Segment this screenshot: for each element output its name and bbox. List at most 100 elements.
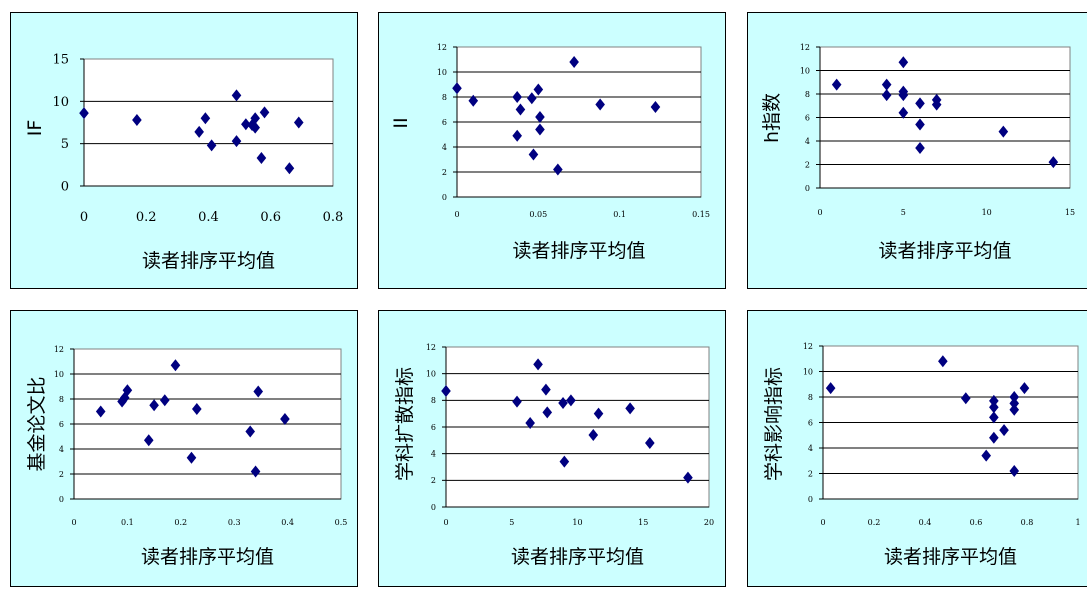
x-tick-label: 0.4 [919,518,932,527]
x-axis-title: 读者排序平均值 [884,546,1017,568]
x-axis-title: 读者排序平均值 [511,546,644,568]
x-axis-title: 读者排序平均值 [142,250,275,272]
chart-panel-diffusion: 0 2 4 6 8 10 12 0 5 10 15 20 读者排序平均值 学科扩散指标 [378,310,726,587]
y-axis-title: 基金论文比 [26,376,48,471]
y-tick-label: 10 [52,95,69,110]
data-point [981,449,991,462]
data-point [566,394,576,407]
x-axis-title: 读者排序平均值 [878,240,1011,262]
y-tick-label: 0 [805,184,810,193]
data-point [192,403,202,415]
y-tick-label: 0 [808,495,813,504]
data-point [535,123,545,136]
data-point [525,417,535,429]
data-point [515,103,526,116]
y-tick-label: 6 [59,420,64,429]
x-tick-label: 0.2 [136,210,157,225]
data-point [293,116,304,129]
data-point [132,113,142,126]
chart-panel-fund-ratio: 0 2 4 6 8 10 12 0 0.1 0.2 0.3 0.4 0.5 读者排序平均值 基金论文比 [10,310,358,587]
chart-svg-diffusion: 0 2 4 6 8 10 12 0 5 10 15 20 读者排序平均值 学科扩散指标 [394,343,714,568]
data-point [825,382,836,395]
x-tick-label: 0.2 [174,518,187,527]
data-point [593,407,604,420]
data-point [95,405,106,418]
data-point [998,125,1009,138]
data-point [938,355,948,368]
y-tick-label: 0 [61,180,69,195]
data-point [535,111,545,123]
chart-panel-ii: 0 2 4 6 8 10 12 0 0.05 0.1 0.15 读者排序平均值 II [378,12,726,289]
data-point [250,112,260,125]
chart-panel-h-index: 0 2 4 6 8 10 12 0 5 10 15 读者排序平均值 h指数 [747,12,1087,289]
y-tick-label: 8 [805,90,810,99]
y-tick-label: 8 [442,93,447,102]
data-point [595,98,605,111]
x-axis-title: 读者排序平均值 [141,546,274,568]
x-tick-label: 0.4 [198,210,219,225]
x-tick-label: 0.8 [1021,518,1034,527]
x-tick-label: 0.3 [228,518,241,527]
data-point [284,162,295,175]
y-tick-label: 5 [61,137,69,152]
x-axis-title: 读者排序平均值 [512,240,645,262]
y-axis-title: II [390,117,412,128]
x-tick-label: 5 [901,208,906,217]
data-point [253,385,264,398]
y-axis-title: 学科影响指标 [763,367,785,481]
data-point [558,397,568,409]
data-point [170,359,181,372]
x-tick-label: 15 [638,518,648,527]
data-point [186,451,197,464]
y-tick-label: 8 [808,393,813,402]
chart-panel-influence: 0 2 4 6 8 10 12 0 0.2 0.4 0.6 0.8 1 读者排序平均值 学科影响指标 [747,310,1087,587]
data-point [625,402,635,415]
data-point [931,98,942,111]
data-point [528,148,539,161]
data-point [259,106,270,119]
x-tick-label: 15 [1065,208,1075,217]
data-point [231,89,242,102]
data-point [989,401,999,414]
x-tick-label: 0 [820,518,825,527]
y-tick-label: 2 [808,469,813,478]
y-tick-label: 2 [805,160,810,169]
x-tick-label: 0.1 [613,210,626,219]
data-point [206,139,217,152]
data-point [512,129,522,142]
y-tick-label: 4 [442,143,447,152]
data-point [468,94,479,107]
y-tick-label: 12 [426,343,436,352]
y-tick-label: 0 [431,503,436,512]
chart-svg-fund-ratio: 0 2 4 6 8 10 12 0 0.1 0.2 0.3 0.4 0.5 读者排序平均值 基金论文比 [26,345,347,568]
y-tick-label: 15 [52,53,69,68]
x-tick-label: 0.4 [281,518,294,527]
data-point [247,119,257,132]
x-tick-label: 0.2 [868,518,881,527]
data-point [159,394,170,407]
data-point [452,82,462,95]
data-point [831,78,842,91]
data-point [553,163,563,176]
y-tick-label: 8 [431,396,436,405]
data-point [588,429,599,441]
x-tick-label: 0.6 [260,210,281,225]
y-axis-title: 学科扩散指标 [394,367,416,481]
y-tick-label: 2 [431,476,436,485]
y-tick-label: 4 [59,445,64,454]
data-point [898,56,909,69]
data-point [541,383,551,396]
data-point [256,152,267,165]
data-point [1048,156,1059,169]
data-point [881,78,892,91]
data-point [989,431,999,444]
y-axis-title: h指数 [761,93,783,143]
x-tick-label: 0.15 [692,210,710,219]
y-tick-label: 4 [431,449,436,458]
y-tick-label: 12 [803,342,813,351]
y-axis-title: IF [24,120,46,137]
x-tick-label: 0.6 [970,518,983,527]
data-point [245,425,256,438]
chart-svg-h-index: 0 2 4 6 8 10 12 0 5 10 15 读者排序平均值 h指数 [761,43,1075,262]
y-tick-label: 6 [808,418,813,427]
